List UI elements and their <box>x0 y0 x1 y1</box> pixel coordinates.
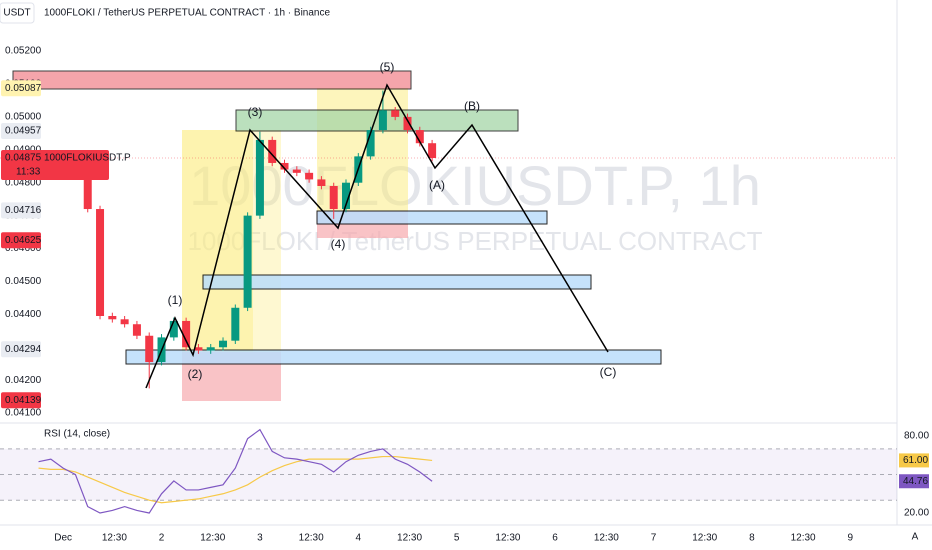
candle-body <box>108 316 117 320</box>
candle-body <box>132 324 141 336</box>
wave-label: (5) <box>380 60 395 74</box>
rsi-ma-line <box>38 455 433 504</box>
candle-body <box>317 179 326 186</box>
candle-body <box>243 215 252 308</box>
candle-body <box>206 347 215 351</box>
y-tick-label: 0.04800 <box>5 177 42 188</box>
x-tick-label: 12:30 <box>692 533 717 544</box>
rsi-title: RSI (14, close) <box>44 429 110 440</box>
currency-box[interactable] <box>0 2 35 24</box>
box <box>12 70 412 90</box>
x-tick-label: Dec <box>54 533 72 544</box>
price-tag-label: 0.04139 <box>5 395 42 406</box>
candle-body <box>145 335 154 363</box>
candle-body <box>83 176 92 210</box>
rsi-tag-label: 44.76 <box>903 476 928 487</box>
chart-title: 1000FLOKI / TetherUS PERPETUAL CONTRACT … <box>44 8 330 19</box>
x-tick-label: 2 <box>159 533 165 544</box>
box <box>235 109 519 132</box>
x-tick-label: 12:30 <box>200 533 225 544</box>
price-tag <box>1 123 41 140</box>
candle-body <box>96 209 105 316</box>
candle-body <box>366 130 375 157</box>
candle-body <box>391 110 400 117</box>
x-tick-label: 12:30 <box>594 533 619 544</box>
x-tick-label: 4 <box>356 533 362 544</box>
x-tick-label: 9 <box>847 533 853 544</box>
wave-label: (B) <box>464 99 480 113</box>
candle-body <box>428 143 437 159</box>
price-tag-label: 0.04294 <box>5 344 42 355</box>
x-tick-label: 5 <box>454 533 460 544</box>
x-tick-label: 12:30 <box>495 533 520 544</box>
wave-label: (2) <box>188 367 203 381</box>
candle-body <box>194 347 203 351</box>
x-tick-label: 8 <box>749 533 755 544</box>
candle-body <box>255 139 264 216</box>
price-tag <box>1 80 41 97</box>
y-tick-label: 0.05000 <box>5 112 42 123</box>
price-tag-label: 0.04625 <box>5 235 42 246</box>
wave-label: (1) <box>168 293 183 307</box>
last-price-label: 0.04875 <box>5 153 42 164</box>
candle-body <box>169 320 178 338</box>
candle-body <box>268 139 277 163</box>
candle-body <box>415 130 424 144</box>
candle-body <box>342 182 351 210</box>
wave-path <box>145 83 609 389</box>
rsi-tick-label: 80.00 <box>904 431 929 442</box>
x-tick-label: 12:30 <box>299 533 324 544</box>
box <box>316 210 548 225</box>
countdown: 11:33 <box>16 167 41 178</box>
candle-body <box>403 116 412 131</box>
rsi-line <box>38 428 433 514</box>
wave-label: (3) <box>248 105 263 119</box>
wave-label: (A) <box>429 178 445 192</box>
wave-label: (4) <box>331 237 346 251</box>
box <box>202 274 592 290</box>
y-tick-label: 0.04400 <box>5 309 42 320</box>
x-tick-label: 12:30 <box>397 533 422 544</box>
x-tick-label: 7 <box>651 533 657 544</box>
watermark-name: 1000FLOKI / TetherUS PERPETUAL CONTRACT <box>187 226 762 256</box>
last-price-tag <box>1 150 109 181</box>
candle-body <box>219 340 228 348</box>
rsi-ma-tag-label: 61.00 <box>903 455 928 466</box>
x-tick-label: 3 <box>257 533 263 544</box>
y-tick-label: 0.05200 <box>5 46 42 57</box>
y-tick-label: 0.04200 <box>5 375 42 386</box>
price-tag-label: 0.04957 <box>5 126 42 137</box>
y-tick-label: 0.04500 <box>5 276 42 287</box>
auto-scale[interactable]: A <box>912 532 919 543</box>
candle-body <box>292 169 301 173</box>
y-tick-label: 0.04600 <box>5 243 42 254</box>
y-tick-label: 0.04900 <box>5 144 42 155</box>
rsi-tick-label: 20.00 <box>904 508 929 519</box>
candle-body <box>120 319 129 325</box>
candle-body <box>305 172 314 180</box>
price-tag-label: 0.04716 <box>5 205 42 216</box>
zone <box>182 130 253 352</box>
x-tick-label: 12:30 <box>102 533 127 544</box>
price-tag <box>1 232 41 249</box>
price-tag <box>1 202 41 219</box>
candle-body <box>329 186 338 210</box>
x-tick-label: 12:30 <box>791 533 816 544</box>
candle-body <box>280 162 289 170</box>
price-tag <box>1 392 41 409</box>
x-tick-label: 6 <box>552 533 558 544</box>
rsi-tag <box>899 474 929 489</box>
candle-body <box>182 320 191 348</box>
last-price-symbol: 1000FLOKIUSDT.P <box>44 153 131 164</box>
price-tag-label: 0.05087 <box>5 83 42 94</box>
candle-body <box>231 307 240 341</box>
currency: USDT <box>3 8 30 19</box>
candle-body <box>378 110 387 131</box>
box <box>125 349 662 365</box>
wave-label: (C) <box>600 365 617 379</box>
y-tick-label: 0.04100 <box>5 408 42 419</box>
rsi-ma-tag <box>899 453 929 468</box>
price-tag <box>1 341 41 358</box>
